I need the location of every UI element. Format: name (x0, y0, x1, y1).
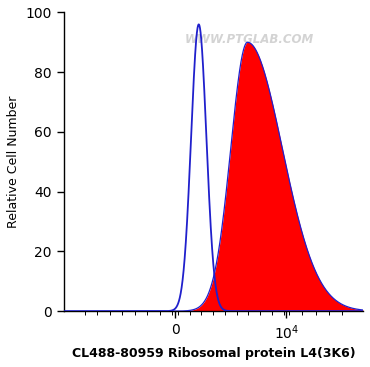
Text: WWW.PTGLAB.COM: WWW.PTGLAB.COM (185, 33, 314, 46)
Y-axis label: Relative Cell Number: Relative Cell Number (7, 95, 20, 228)
X-axis label: CL488-80959 Ribosomal protein L4(3K6): CL488-80959 Ribosomal protein L4(3K6) (71, 347, 355, 360)
